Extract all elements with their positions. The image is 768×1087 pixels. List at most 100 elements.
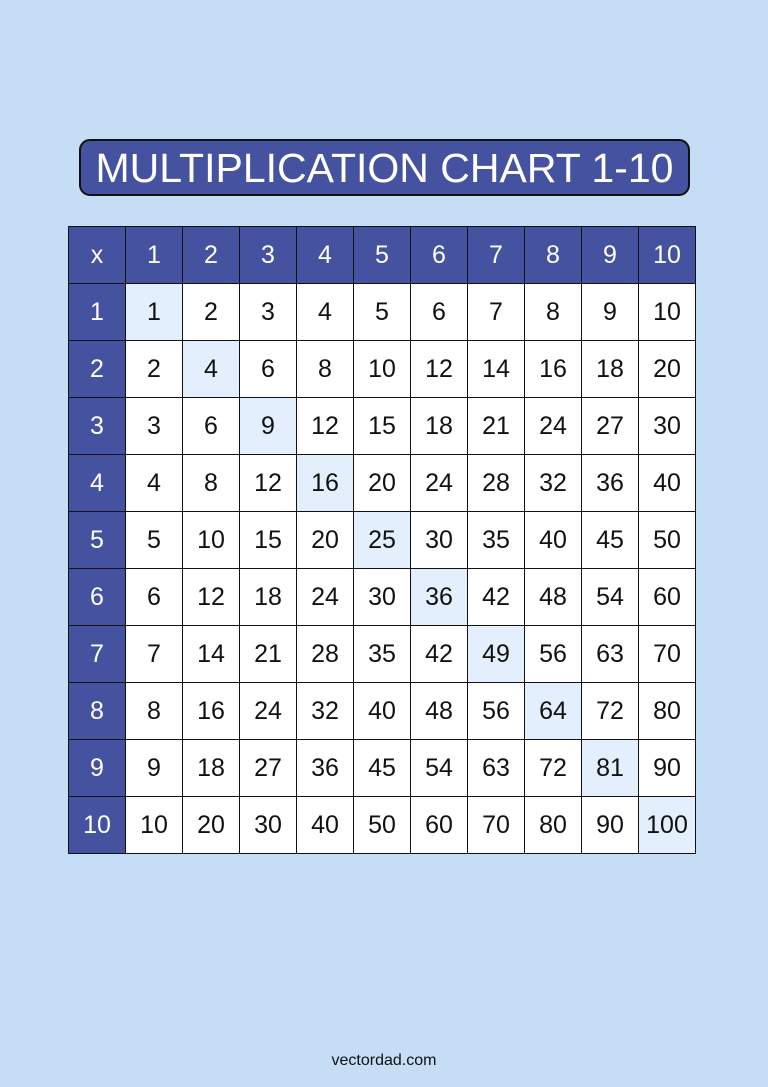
product-cell: 2: [125, 340, 183, 398]
product-cell: 50: [638, 511, 696, 569]
header-row: x 1 2 3 4 5 6 7 8 9 10: [68, 226, 696, 284]
table-row: 8 8 16 24 32 40 48 56 64 72 80: [68, 682, 696, 740]
product-cell: 40: [353, 682, 411, 740]
square-cell: 49: [467, 625, 525, 683]
column-header: 3: [239, 226, 297, 284]
product-cell: 12: [410, 340, 468, 398]
row-header: 9: [68, 739, 126, 797]
corner-cell: x: [68, 226, 126, 284]
row-header: 8: [68, 682, 126, 740]
square-cell: 100: [638, 796, 696, 854]
product-cell: 8: [296, 340, 354, 398]
square-cell: 25: [353, 511, 411, 569]
product-cell: 8: [182, 454, 240, 512]
product-cell: 35: [467, 511, 525, 569]
product-cell: 28: [296, 625, 354, 683]
product-cell: 5: [125, 511, 183, 569]
column-header: 10: [638, 226, 696, 284]
product-cell: 32: [296, 682, 354, 740]
product-cell: 24: [410, 454, 468, 512]
product-cell: 30: [353, 568, 411, 626]
product-cell: 24: [239, 682, 297, 740]
footer-site: vectordad.com: [331, 1052, 437, 1069]
product-cell: 45: [353, 739, 411, 797]
product-cell: 35: [353, 625, 411, 683]
product-cell: 80: [524, 796, 582, 854]
product-cell: 10: [638, 283, 696, 341]
product-cell: 24: [524, 397, 582, 455]
square-cell: 36: [410, 568, 468, 626]
column-header: 7: [467, 226, 525, 284]
row-header: 2: [68, 340, 126, 398]
product-cell: 70: [467, 796, 525, 854]
square-cell: 9: [239, 397, 297, 455]
product-cell: 8: [524, 283, 582, 341]
square-cell: 1: [125, 283, 183, 341]
product-cell: 40: [296, 796, 354, 854]
product-cell: 30: [638, 397, 696, 455]
product-cell: 10: [353, 340, 411, 398]
column-header: 4: [296, 226, 354, 284]
product-cell: 42: [410, 625, 468, 683]
product-cell: 24: [296, 568, 354, 626]
product-cell: 12: [182, 568, 240, 626]
product-cell: 27: [239, 739, 297, 797]
table-row: 2 2 4 6 8 10 12 14 16 18 20: [68, 340, 696, 398]
page-title: MULTIPLICATION CHART 1-10: [79, 139, 690, 196]
product-cell: 90: [581, 796, 639, 854]
product-cell: 15: [239, 511, 297, 569]
product-cell: 7: [125, 625, 183, 683]
product-cell: 7: [467, 283, 525, 341]
product-cell: 4: [296, 283, 354, 341]
product-cell: 16: [524, 340, 582, 398]
multiplication-table: x 1 2 3 4 5 6 7 8 9 10 1 1 2 3 4 5 6 7 8 9 10 2 2 4 6 8 10 12 14 16 18 2…: [68, 226, 696, 854]
table-row: 1 1 2 3 4 5 6 7 8 9 10: [68, 283, 696, 341]
product-cell: 3: [239, 283, 297, 341]
square-cell: 64: [524, 682, 582, 740]
product-cell: 21: [239, 625, 297, 683]
product-cell: 20: [182, 796, 240, 854]
product-cell: 45: [581, 511, 639, 569]
square-cell: 4: [182, 340, 240, 398]
product-cell: 15: [353, 397, 411, 455]
product-cell: 6: [239, 340, 297, 398]
product-cell: 30: [239, 796, 297, 854]
row-header: 1: [68, 283, 126, 341]
product-cell: 72: [581, 682, 639, 740]
product-cell: 40: [638, 454, 696, 512]
product-cell: 6: [125, 568, 183, 626]
product-cell: 14: [467, 340, 525, 398]
product-cell: 32: [524, 454, 582, 512]
product-cell: 10: [182, 511, 240, 569]
product-cell: 18: [581, 340, 639, 398]
product-cell: 10: [125, 796, 183, 854]
product-cell: 20: [296, 511, 354, 569]
product-cell: 48: [410, 682, 468, 740]
product-cell: 9: [125, 739, 183, 797]
product-cell: 50: [353, 796, 411, 854]
product-cell: 8: [125, 682, 183, 740]
row-header: 3: [68, 397, 126, 455]
product-cell: 18: [410, 397, 468, 455]
product-cell: 48: [524, 568, 582, 626]
product-cell: 36: [581, 454, 639, 512]
table-row: 3 3 6 9 12 15 18 21 24 27 30: [68, 397, 696, 455]
square-cell: 81: [581, 739, 639, 797]
column-header: 5: [353, 226, 411, 284]
product-cell: 18: [239, 568, 297, 626]
product-cell: 60: [638, 568, 696, 626]
column-header: 2: [182, 226, 240, 284]
product-cell: 42: [467, 568, 525, 626]
product-cell: 63: [581, 625, 639, 683]
row-header: 5: [68, 511, 126, 569]
product-cell: 72: [524, 739, 582, 797]
column-header: 8: [524, 226, 582, 284]
product-cell: 5: [353, 283, 411, 341]
product-cell: 54: [410, 739, 468, 797]
column-header: 6: [410, 226, 468, 284]
table-row: 9 9 18 27 36 45 54 63 72 81 90: [68, 739, 696, 797]
product-cell: 20: [638, 340, 696, 398]
row-header: 10: [68, 796, 126, 854]
product-cell: 2: [182, 283, 240, 341]
row-header: 4: [68, 454, 126, 512]
